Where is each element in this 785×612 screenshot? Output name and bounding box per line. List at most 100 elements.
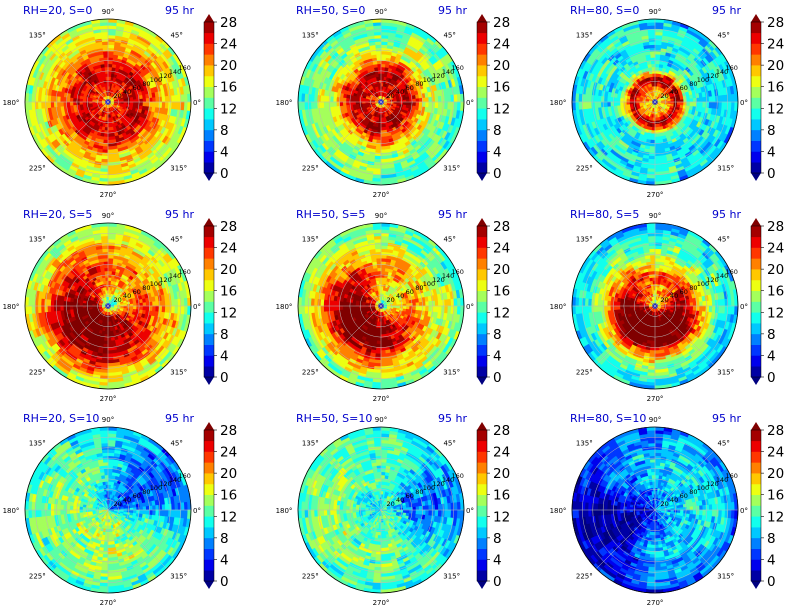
field-cell	[431, 95, 436, 103]
colorbar-segment	[751, 97, 761, 109]
field-cell	[375, 149, 382, 154]
colorbar-tick-label: 12	[767, 101, 784, 117]
colorbar-segment	[751, 151, 761, 163]
field-cell	[650, 60, 656, 65]
panel-title: RH=80, S=0	[570, 4, 639, 17]
field-cell	[361, 99, 366, 103]
field-cell	[107, 76, 111, 81]
field-cell	[431, 101, 436, 109]
field-cell	[342, 101, 347, 107]
colorbar-segment	[751, 119, 761, 131]
colorbar-extend-min	[477, 173, 487, 181]
field-cell	[670, 101, 675, 105]
radial-tick-label: 20	[660, 92, 668, 100]
field-cell	[107, 63, 113, 68]
colorbar-segment	[204, 140, 214, 152]
colorbar-tick-label: 8	[220, 123, 229, 139]
field-cell	[683, 101, 688, 106]
field-cell	[148, 96, 153, 103]
field-cell	[329, 96, 334, 103]
field-cell	[101, 47, 109, 52]
field-cell	[329, 101, 334, 108]
colorbar-segment	[751, 129, 761, 141]
field-cell	[104, 127, 109, 132]
colorbar-segment	[751, 108, 761, 120]
field-cell	[428, 96, 433, 103]
angular-tick-label: 0°	[193, 99, 201, 107]
field-cell	[378, 117, 382, 122]
field-cell	[380, 60, 386, 65]
panel-title: RH=50, S=0	[296, 4, 365, 17]
colorbar-tick-label: 4	[493, 144, 502, 160]
field-cell	[625, 98, 630, 103]
panel-title: RH=20, S=0	[23, 4, 92, 17]
field-cell	[613, 101, 618, 107]
field-cell	[53, 101, 58, 109]
colorbar-tick-label: 20	[767, 58, 784, 74]
field-cell	[342, 97, 347, 103]
field-cell	[375, 53, 382, 58]
field-cell	[380, 57, 387, 62]
field-cell	[606, 101, 611, 108]
field-cell	[689, 97, 694, 103]
field-cell	[649, 53, 656, 58]
field-cell	[380, 72, 385, 77]
field-cell	[606, 96, 611, 103]
colorbar-segment	[751, 162, 761, 174]
field-cell	[326, 95, 331, 103]
field-cell	[348, 98, 353, 103]
field-cell	[102, 149, 109, 154]
field-cell	[326, 101, 331, 109]
angular-tick-label: 180°	[3, 99, 20, 107]
angular-tick-label: 270°	[647, 191, 664, 199]
colorbar-tick-label: 8	[493, 123, 502, 139]
field-cell	[374, 152, 382, 157]
field-cell	[610, 96, 615, 103]
colorbar-tick-label: 0	[493, 166, 502, 182]
field-cell	[705, 101, 710, 109]
radial-tick-label: 20	[113, 92, 121, 100]
angular-tick-label: 45°	[443, 31, 455, 39]
field-cell	[686, 101, 691, 107]
radial-tick-label: 40	[396, 88, 404, 96]
field-cell	[610, 101, 615, 108]
field-cell	[635, 99, 640, 103]
radial-tick-label: 40	[670, 88, 678, 96]
angular-tick-label: 0°	[466, 99, 474, 107]
field-cell	[107, 72, 112, 77]
field-cell	[332, 96, 337, 103]
colorbar-segment	[477, 151, 487, 163]
field-cell	[652, 117, 656, 122]
colorbar-tick-label: 16	[220, 80, 237, 96]
field-cell	[652, 123, 656, 128]
field-cell	[107, 152, 115, 157]
field-cell	[374, 47, 382, 52]
field-cell	[72, 97, 77, 103]
field-cell	[380, 63, 386, 68]
field-cell	[88, 99, 93, 103]
colorbar-segment	[204, 108, 214, 120]
field-cell	[375, 57, 382, 62]
field-cell	[375, 50, 382, 55]
field-cell	[339, 101, 344, 107]
angular-tick-label: 135°	[302, 31, 319, 39]
field-cell	[695, 96, 700, 103]
field-cell	[654, 82, 658, 87]
field-cell	[133, 101, 138, 106]
field-cell	[649, 149, 656, 154]
field-cell	[148, 101, 153, 108]
field-cell	[332, 101, 337, 108]
field-cell	[339, 97, 344, 103]
field-cell	[107, 146, 114, 151]
field-cell	[702, 101, 707, 108]
radial-tick-label: 40	[123, 88, 131, 96]
field-cell	[649, 57, 656, 62]
field-cell	[396, 101, 401, 105]
colorbar-tick-label: 0	[220, 166, 229, 182]
field-cell	[56, 101, 61, 108]
field-cell	[409, 101, 414, 106]
radial-tick-label: 160	[178, 64, 190, 72]
angular-tick-label: 135°	[576, 31, 593, 39]
